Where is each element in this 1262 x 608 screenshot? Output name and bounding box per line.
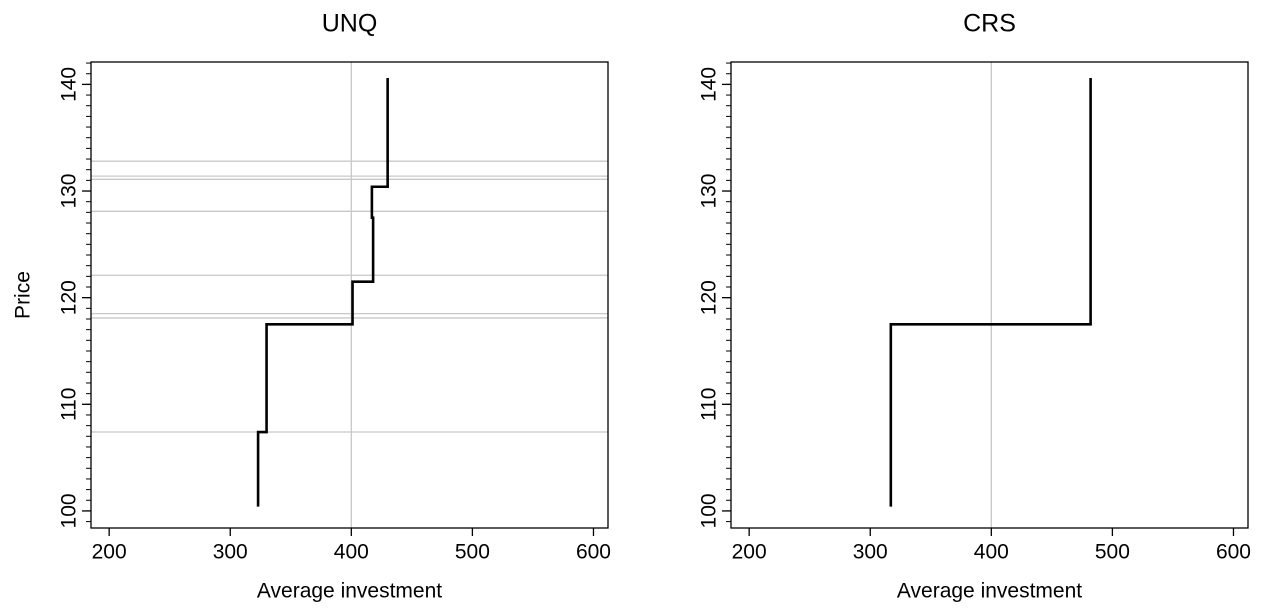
x-tick-label: 600 xyxy=(576,541,611,564)
y-axis-label: Price xyxy=(12,271,35,319)
x-tick-label: 300 xyxy=(213,541,248,564)
y-tick-label: 140 xyxy=(58,67,81,102)
y-tick-label: 100 xyxy=(698,493,721,528)
chart-title: UNQ xyxy=(322,10,378,38)
y-tick-label: 110 xyxy=(698,388,721,421)
chart-title: CRS xyxy=(963,10,1016,38)
plot-frame xyxy=(90,61,609,529)
x-tick-label: 400 xyxy=(974,541,1009,564)
plot-frame xyxy=(730,61,1249,529)
x-tick-label: 200 xyxy=(732,541,767,564)
y-tick-label: 130 xyxy=(698,174,721,209)
y-tick-label: 130 xyxy=(58,174,81,209)
x-tick-label: 400 xyxy=(334,541,369,564)
y-tick-label: 110 xyxy=(58,388,81,421)
y-tick-label: 100 xyxy=(58,493,81,528)
y-tick-label: 120 xyxy=(698,280,721,315)
x-tick-label: 500 xyxy=(1095,541,1130,564)
x-axis-label: Average investment xyxy=(897,580,1082,603)
x-tick-label: 300 xyxy=(853,541,888,564)
step-line xyxy=(889,78,1092,507)
y-tick-label: 120 xyxy=(58,280,81,315)
step-line xyxy=(256,78,389,507)
panel: 200 300 400 500 600 100 110 120 130 140 CRS Average… xyxy=(698,10,1251,603)
x-axis-label: Average investment xyxy=(257,580,442,603)
x-tick-label: 600 xyxy=(1216,541,1251,564)
y-tick-label: 140 xyxy=(698,67,721,102)
panel: 200 300 400 500 600 100 110 120 130 140 UNQ Average… xyxy=(12,10,611,603)
x-tick-label: 200 xyxy=(92,541,127,564)
x-tick-label: 500 xyxy=(455,541,490,564)
